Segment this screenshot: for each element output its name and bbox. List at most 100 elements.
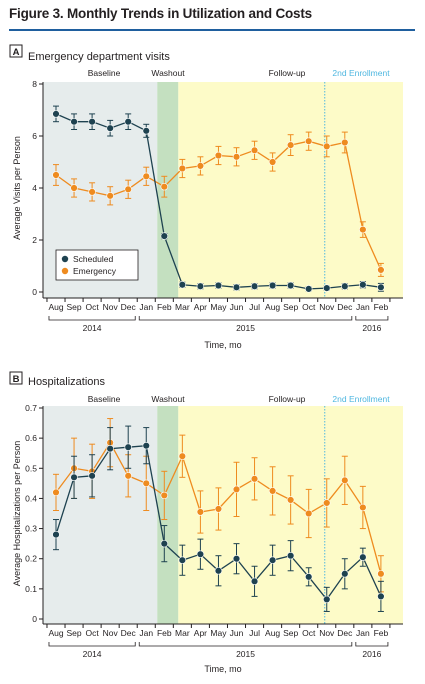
y-tick-label: 0 — [32, 287, 37, 297]
scheduled-point — [196, 282, 205, 290]
x-tick-label: Nov — [319, 628, 335, 638]
x-tick-label: Oct — [302, 302, 316, 312]
emergency-point — [196, 162, 205, 170]
year-bracket — [48, 642, 136, 647]
emergency-point — [286, 141, 295, 149]
x-tick-label: Sep — [283, 628, 298, 638]
scheduled-point — [232, 283, 241, 292]
x-tick-label: Jun — [230, 302, 244, 312]
x-tick-label: Aug — [48, 628, 63, 638]
scheduled-point — [305, 285, 313, 293]
panel-letter-box — [9, 371, 23, 385]
emergency-point — [359, 503, 367, 512]
legend-box — [55, 249, 139, 281]
emergency-point — [160, 183, 169, 191]
emergency-point — [70, 184, 78, 192]
x-tick-label: Dec — [121, 302, 137, 312]
panel-title: Hospitalizations — [28, 376, 106, 388]
scheduled-point — [359, 553, 367, 561]
scheduled-point — [178, 556, 187, 564]
period-label-followup: Follow-up — [269, 68, 306, 78]
period-label-washout: Washout — [151, 394, 185, 404]
emergency-point — [232, 153, 241, 161]
y-tick-label: 0.1 — [25, 584, 37, 594]
scheduled-point — [359, 281, 367, 289]
emergency-point — [323, 142, 331, 151]
emergency-point — [286, 496, 295, 504]
x-tick-label: May — [210, 302, 227, 312]
baseline-region — [43, 406, 158, 624]
panel-letter-box — [9, 44, 23, 58]
period-label-enrollment: 2nd Enrollment — [332, 68, 390, 78]
x-tick-label: Oct — [85, 628, 99, 638]
scheduled-point — [178, 281, 187, 289]
washout-region — [157, 406, 179, 624]
x-tick-label: Sep — [66, 302, 81, 312]
period-label-followup: Follow-up — [269, 394, 306, 404]
scheduled-point — [124, 117, 132, 126]
scheduled-point — [214, 281, 223, 290]
scheduled-point — [70, 473, 78, 482]
emergency-point — [52, 488, 60, 497]
period-label-baseline: Baseline — [88, 394, 121, 404]
washout-region — [157, 82, 179, 298]
emergency-point — [124, 472, 132, 480]
emergency-point — [214, 505, 223, 513]
scheduled-point — [377, 283, 385, 292]
year-label: 2014 — [83, 649, 102, 659]
year-label: 2016 — [362, 649, 381, 659]
x-tick-label: Jan — [356, 302, 370, 312]
scheduled-point — [124, 443, 132, 451]
y-tick-label: 6 — [32, 131, 37, 141]
panel-title: Emergency department visits — [28, 51, 170, 63]
scheduled-point — [88, 117, 96, 126]
scheduled-point — [142, 441, 150, 450]
x-tick-label: Feb — [374, 302, 389, 312]
emergency-point — [88, 188, 96, 196]
x-axis-label: Time, mo — [204, 340, 241, 350]
scheduled-point — [214, 567, 223, 575]
emergency-point — [377, 266, 385, 274]
x-tick-label: Apr — [194, 628, 207, 638]
y-tick-label: 0.7 — [25, 403, 37, 413]
x-tick-label: Feb — [157, 628, 172, 638]
y-axis-label: Average Visits per Person — [12, 136, 22, 240]
emergency-point — [178, 164, 187, 173]
emergency-point — [232, 485, 241, 494]
y-tick-label: 0.4 — [25, 493, 37, 503]
scheduled-point — [323, 595, 331, 604]
y-tick-label: 4 — [32, 183, 37, 193]
scheduled-point — [286, 551, 295, 560]
x-tick-label: May — [210, 628, 227, 638]
panel-letter: A — [13, 47, 20, 58]
period-label-enrollment: 2nd Enrollment — [332, 394, 390, 404]
x-tick-label: Sep — [66, 628, 81, 638]
scheduled-point — [305, 573, 313, 581]
panel-letter: B — [13, 374, 20, 385]
period-label-baseline: Baseline — [88, 68, 121, 78]
x-tick-label: Oct — [85, 302, 99, 312]
x-tick-label: Apr — [194, 302, 207, 312]
emergency-point — [142, 172, 150, 181]
figure-title: Figure 3. Monthly Trends in Utilization … — [9, 6, 312, 21]
emergency-point — [305, 509, 313, 518]
scheduled-point — [250, 282, 259, 290]
scheduled-point — [160, 232, 169, 240]
emergency-point — [377, 570, 385, 578]
x-tick-label: Oct — [302, 628, 316, 638]
y-tick-label: 0.2 — [25, 554, 37, 564]
x-tick-label: Dec — [337, 628, 353, 638]
x-tick-label: Dec — [337, 302, 353, 312]
emergency-point — [52, 171, 60, 179]
emergency-point — [359, 225, 367, 234]
emergency-point — [106, 192, 114, 200]
year-bracket — [355, 316, 389, 321]
emergency-point — [341, 138, 349, 147]
x-tick-label: Nov — [319, 302, 335, 312]
scheduled-point — [106, 124, 114, 132]
year-bracket — [138, 316, 353, 321]
y-tick-label: 0.5 — [25, 463, 37, 473]
x-tick-label: Aug — [265, 628, 280, 638]
